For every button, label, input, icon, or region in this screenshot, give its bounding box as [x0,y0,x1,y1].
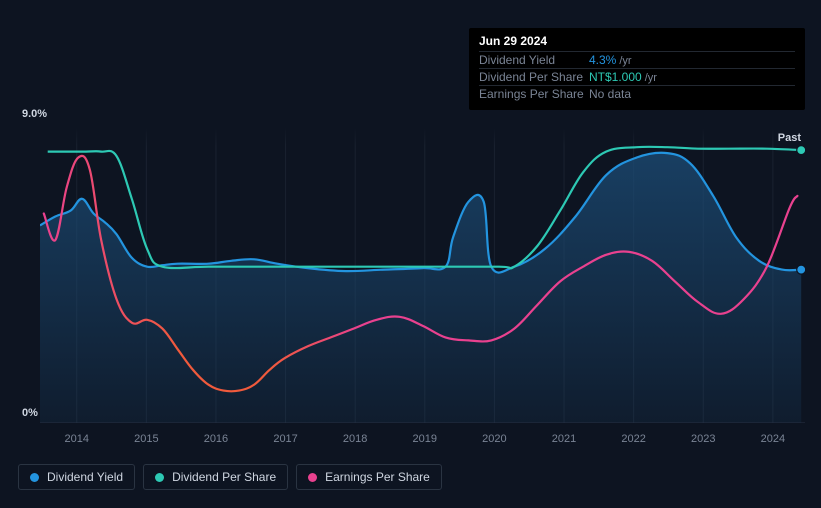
tooltip-value: 4.3%/yr [589,53,632,67]
tooltip-row: Dividend Per Share NT$1.000/yr [479,68,795,85]
dividend-yield-area [40,153,801,423]
dividend-yield-end-marker [797,265,805,274]
xaxis-label: 2018 [343,433,367,445]
dividend-per-share-end-marker [797,146,805,155]
tooltip-row: Dividend Yield 4.3%/yr [479,51,795,68]
dividend-chart: Jun 29 2024 Dividend Yield 4.3%/yr Divid… [0,0,821,508]
xaxis-label: 2020 [482,433,506,445]
tooltip-label: Dividend Per Share [479,70,589,84]
legend-earnings-per-share[interactable]: Earnings Per Share [296,464,442,490]
legend-dot-icon [30,473,39,482]
legend: Dividend Yield Dividend Per Share Earnin… [18,464,442,490]
xaxis-label: 2021 [552,433,576,445]
xaxis-label: 2023 [691,433,715,445]
tooltip-value: No data [589,87,634,101]
legend-label: Earnings Per Share [325,470,430,484]
yaxis-min-label: 0% [22,407,38,419]
legend-label: Dividend Per Share [172,470,276,484]
tooltip-date: Jun 29 2024 [479,34,795,51]
xaxis-label: 2015 [134,433,158,445]
tooltip-label: Dividend Yield [479,53,589,67]
legend-label: Dividend Yield [47,470,123,484]
legend-dividend-yield[interactable]: Dividend Yield [18,464,135,490]
plot-area[interactable] [40,128,805,423]
xaxis-label: 2019 [413,433,437,445]
xaxis-label: 2014 [64,433,88,445]
top-fade [40,128,805,146]
past-label: Past [778,132,801,144]
chart-tooltip: Jun 29 2024 Dividend Yield 4.3%/yr Divid… [469,28,805,110]
legend-dot-icon [155,473,164,482]
xaxis-label: 2024 [761,433,785,445]
xaxis-label: 2016 [204,433,228,445]
legend-dividend-per-share[interactable]: Dividend Per Share [143,464,288,490]
tooltip-value: NT$1.000/yr [589,70,657,84]
yaxis-max-label: 9.0% [22,108,47,120]
tooltip-row: Earnings Per Share No data [479,85,795,102]
legend-dot-icon [308,473,317,482]
xaxis-label: 2022 [621,433,645,445]
xaxis-label: 2017 [273,433,297,445]
tooltip-label: Earnings Per Share [479,87,589,101]
